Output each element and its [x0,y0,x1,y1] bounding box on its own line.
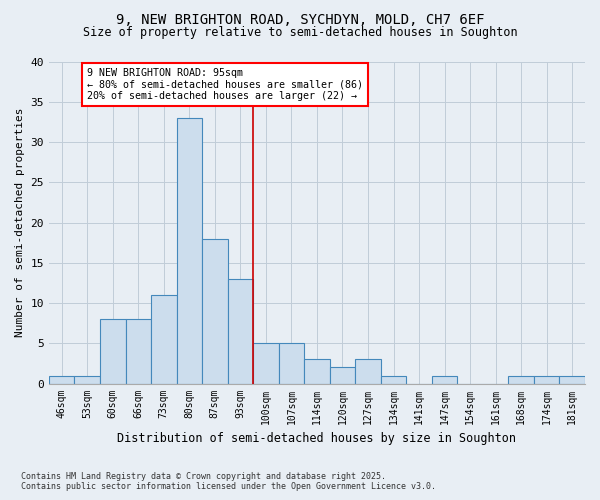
Bar [100,319,125,384]
Text: Size of property relative to semi-detached houses in Soughton: Size of property relative to semi-detach… [83,26,517,39]
Bar [330,368,355,384]
Bar [278,344,304,384]
Text: 9 NEW BRIGHTON ROAD: 95sqm
← 80% of semi-detached houses are smaller (86)
20% of: 9 NEW BRIGHTON ROAD: 95sqm ← 80% of semi… [87,68,363,101]
Bar [74,376,100,384]
Bar [125,319,151,384]
Bar [508,376,534,384]
Bar [253,344,278,384]
Y-axis label: Number of semi-detached properties: Number of semi-detached properties [15,108,25,338]
Bar [49,376,74,384]
Bar [534,376,559,384]
Bar [381,376,406,384]
Bar [559,376,585,384]
Bar [355,360,381,384]
Bar [151,295,176,384]
Text: 9, NEW BRIGHTON ROAD, SYCHDYN, MOLD, CH7 6EF: 9, NEW BRIGHTON ROAD, SYCHDYN, MOLD, CH7… [116,12,484,26]
X-axis label: Distribution of semi-detached houses by size in Soughton: Distribution of semi-detached houses by … [118,432,517,445]
Bar [432,376,457,384]
Bar [227,279,253,384]
Bar [176,118,202,384]
Bar [304,360,330,384]
Bar [202,238,227,384]
Text: Contains HM Land Registry data © Crown copyright and database right 2025.
Contai: Contains HM Land Registry data © Crown c… [21,472,436,491]
